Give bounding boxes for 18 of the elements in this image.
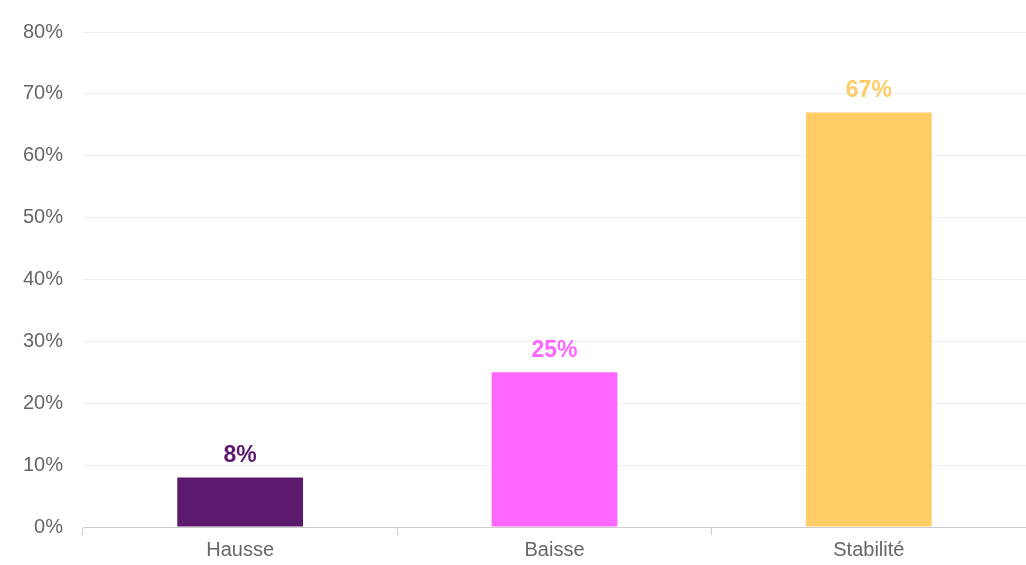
y-tick-label: 40%	[22, 267, 64, 290]
y-tick-label: 30%	[22, 328, 64, 351]
x-tick-label: Stabilité	[833, 537, 905, 560]
bar	[491, 372, 618, 527]
data-label: 8%	[223, 441, 257, 468]
y-tick-label: 70%	[22, 81, 64, 104]
y-tick-label: 80%	[22, 19, 64, 42]
x-tick-label: Baisse	[524, 537, 585, 560]
x-tick-label: Hausse	[206, 537, 275, 560]
data-label: 25%	[531, 336, 578, 363]
y-tick-label: 60%	[22, 143, 64, 166]
y-tick-label: 20%	[22, 390, 64, 413]
bar	[177, 477, 304, 527]
y-tick-label: 0%	[34, 514, 64, 537]
y-tick-label: 50%	[22, 205, 64, 228]
bar	[805, 112, 932, 527]
data-label: 67%	[845, 76, 892, 103]
y-tick-label: 10%	[22, 452, 64, 475]
